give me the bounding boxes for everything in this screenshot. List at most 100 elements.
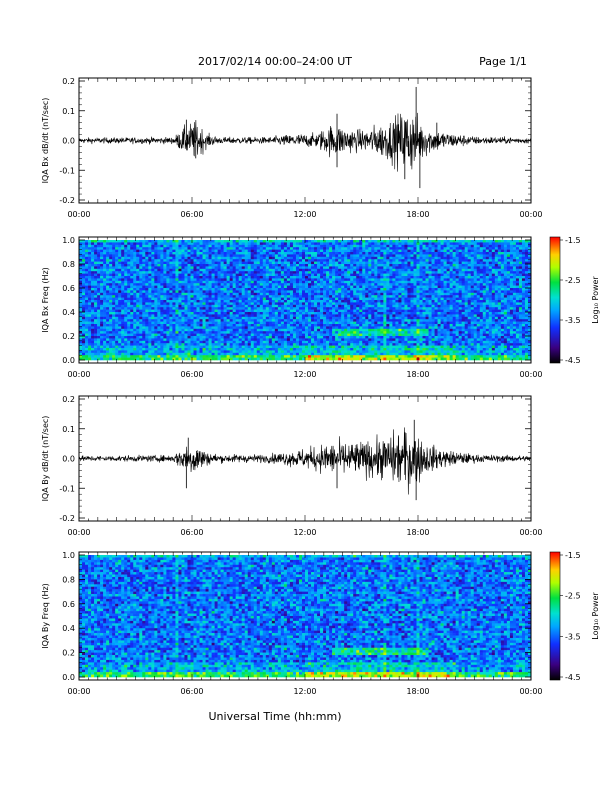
heatmap-cell	[184, 324, 188, 327]
heatmap-cell	[289, 357, 294, 361]
heatmap-cell	[308, 254, 312, 258]
heatmap-cell	[109, 300, 113, 303]
heatmap-cell	[94, 304, 98, 308]
heatmap-cell	[335, 247, 339, 250]
heatmap-cell	[305, 338, 309, 342]
heatmap-cell	[124, 288, 128, 291]
heatmap-cell	[271, 338, 276, 342]
heatmap-cell	[112, 264, 116, 267]
heatmap-cell	[190, 266, 194, 270]
heatmap-cell	[329, 355, 333, 358]
heatmap-cell	[311, 309, 315, 313]
heatmap-cell	[289, 321, 294, 325]
heatmap-cell	[283, 348, 288, 351]
heatmap-cell	[178, 319, 182, 322]
heatmap-cell	[151, 340, 155, 344]
heatmap-cell	[205, 357, 209, 361]
heatmap-cell	[256, 285, 261, 289]
heatmap-cell	[283, 261, 288, 265]
heatmap-cell	[295, 297, 300, 301]
heatmap-cell	[323, 300, 327, 303]
heatmap-cell	[166, 273, 170, 277]
heatmap-cell	[295, 309, 300, 313]
heatmap-cell	[223, 321, 227, 325]
heatmap-cell	[329, 357, 333, 361]
heatmap-cell	[181, 333, 185, 337]
heatmap-cell	[178, 307, 182, 310]
heatmap-cell	[199, 338, 203, 342]
heatmap-cell	[241, 350, 246, 354]
heatmap-cell	[112, 288, 116, 291]
heatmap-cell	[332, 273, 336, 277]
heatmap-cell	[214, 309, 218, 313]
heatmap-cell	[271, 348, 276, 351]
heatmap-cell	[109, 290, 113, 294]
heatmap-cell	[262, 314, 267, 318]
heatmap-cell	[157, 316, 161, 320]
heatmap-cell	[145, 331, 149, 334]
heatmap-cell	[359, 254, 363, 258]
heatmap-cell	[103, 283, 107, 286]
heatmap-cell	[326, 292, 330, 296]
heatmap-cell	[202, 340, 206, 344]
heatmap-cell	[85, 328, 89, 332]
heatmap-cell	[338, 321, 342, 325]
heatmap-cell	[181, 266, 185, 270]
heatmap-cell	[103, 338, 107, 342]
heatmap-cell	[359, 316, 363, 320]
heatmap-cell	[82, 348, 86, 351]
heatmap-cell	[332, 259, 336, 262]
heatmap-cell	[362, 319, 366, 322]
heatmap-cell	[220, 268, 224, 272]
heatmap-cell	[235, 336, 239, 339]
heatmap-cell	[301, 285, 306, 289]
heatmap-cell	[244, 352, 249, 356]
heatmap-cell	[250, 326, 255, 330]
heatmap-cell	[157, 338, 161, 342]
heatmap-cell	[94, 285, 98, 289]
heatmap-cell	[115, 319, 119, 322]
heatmap-cell	[271, 244, 276, 248]
heatmap-cell	[329, 280, 333, 284]
heatmap-cell	[205, 316, 209, 320]
heatmap-cell	[91, 242, 95, 246]
heatmap-cell	[350, 242, 354, 246]
heatmap-cell	[175, 268, 179, 272]
heatmap-cell	[91, 340, 95, 344]
heatmap-cell	[112, 244, 116, 248]
heatmap-cell	[314, 312, 318, 315]
heatmap-cell	[196, 307, 200, 310]
heatmap-cell	[127, 343, 131, 346]
heatmap-cell	[241, 247, 246, 250]
heatmap-cell	[359, 307, 363, 310]
heatmap-cell	[151, 302, 155, 306]
heatmap-cell	[211, 300, 215, 303]
heatmap-cell	[226, 352, 230, 356]
heatmap-cell	[323, 278, 327, 282]
heatmap-cell	[235, 290, 239, 294]
heatmap-cell	[326, 312, 330, 315]
heatmap-cell	[274, 300, 279, 303]
heatmap-cell	[100, 340, 104, 344]
heatmap-cell	[109, 309, 113, 313]
heatmap-cell	[274, 247, 279, 250]
heatmap-cell	[289, 290, 294, 294]
heatmap-cell	[133, 259, 137, 262]
heatmap-cell	[229, 357, 233, 361]
heatmap-cell	[124, 357, 128, 361]
heatmap-cell	[347, 259, 351, 262]
heatmap-cell	[172, 352, 176, 356]
heatmap-cell	[127, 271, 131, 274]
heatmap-cell	[157, 304, 161, 308]
heatmap-cell	[350, 278, 354, 282]
heatmap-cell	[115, 268, 119, 272]
heatmap-cell	[271, 271, 276, 274]
heatmap-cell	[217, 345, 221, 349]
heatmap-cell	[262, 247, 267, 250]
heatmap-cell	[175, 280, 179, 284]
heatmap-cell	[133, 261, 137, 265]
heatmap-cell	[265, 256, 270, 260]
heatmap-cell	[106, 336, 110, 339]
heatmap-cell	[295, 302, 300, 306]
heatmap-cell	[199, 285, 203, 289]
